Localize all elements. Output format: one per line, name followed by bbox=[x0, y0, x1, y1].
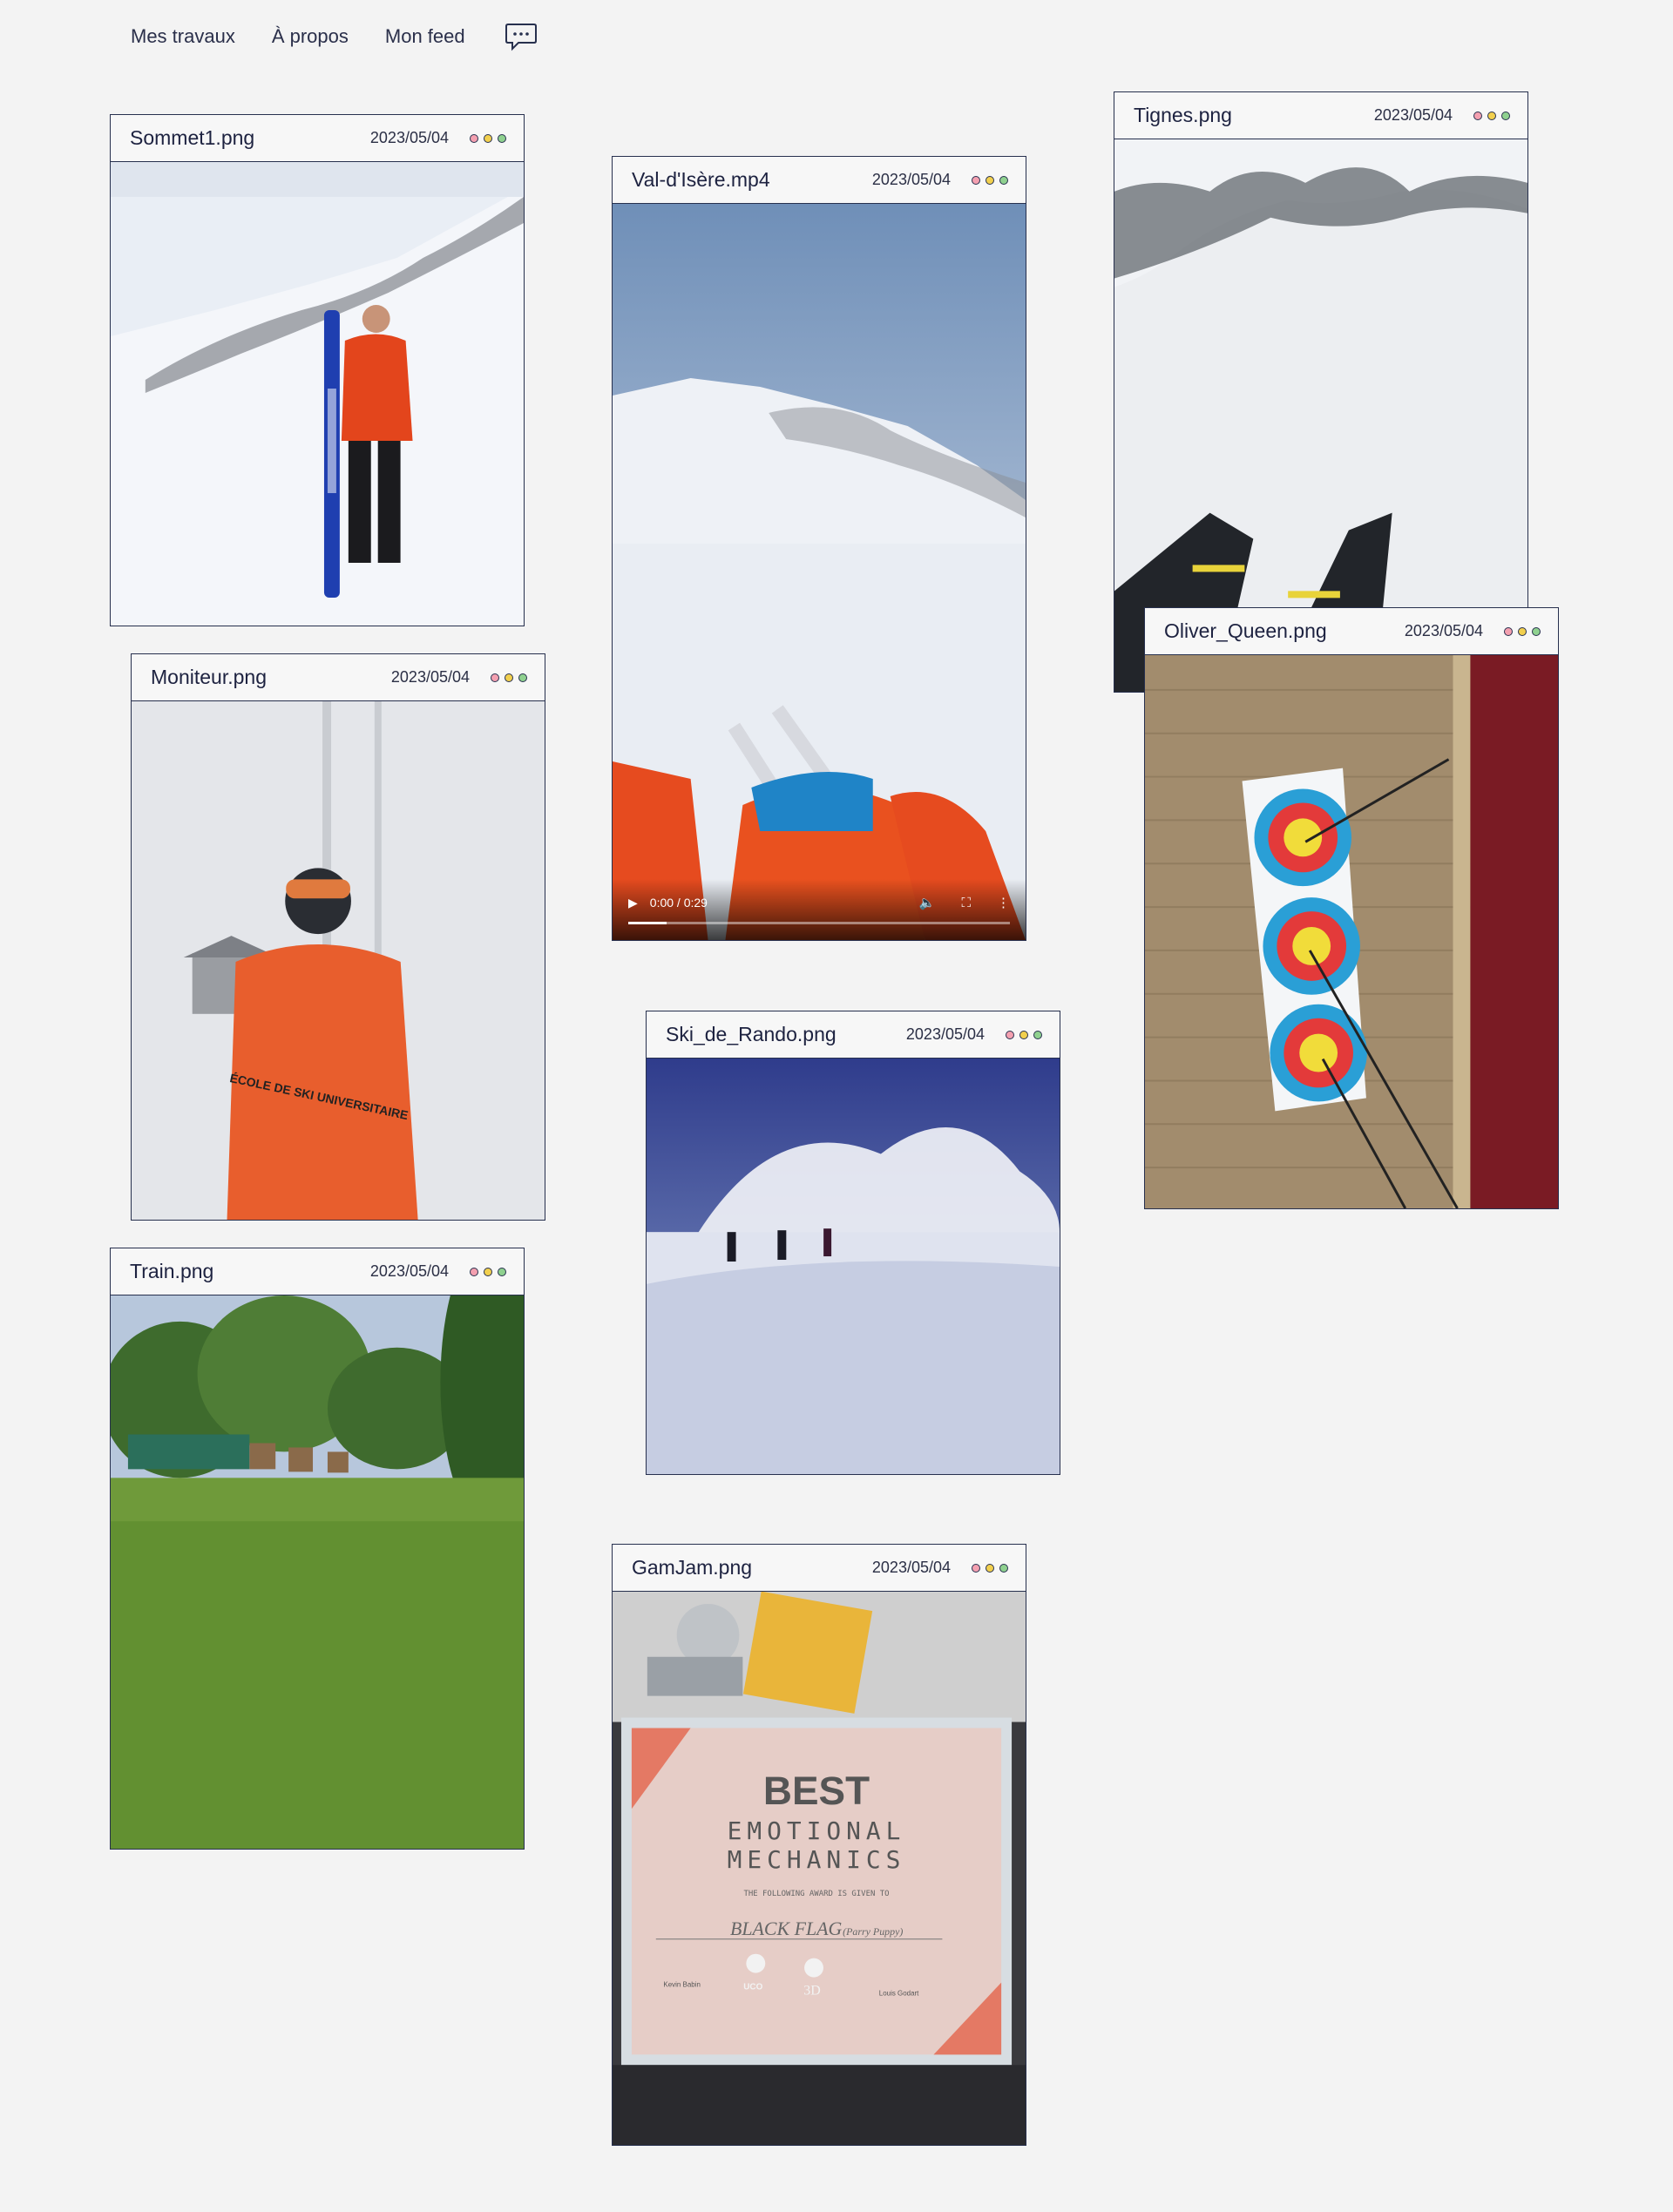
window-filename: Oliver_Queen.png bbox=[1164, 619, 1327, 642]
certificate-line2: MECHANICS bbox=[728, 1845, 906, 1874]
certificate-line1: EMOTIONAL bbox=[728, 1816, 906, 1845]
window-oliver[interactable]: Oliver_Queen.png 2023/05/04 bbox=[1144, 607, 1559, 1209]
window-valdisere[interactable]: Val-d'Isère.mp4 2023/05/04 ▶ 0:00 / 0:29… bbox=[612, 156, 1026, 941]
close-dot[interactable] bbox=[470, 1267, 478, 1276]
window-controls bbox=[972, 1563, 1008, 1573]
photo-oliver bbox=[1145, 655, 1558, 1208]
maximize-dot[interactable] bbox=[999, 175, 1008, 185]
window-sommet[interactable]: Sommet1.png 2023/05/04 bbox=[110, 114, 525, 626]
window-controls bbox=[470, 133, 506, 143]
photo-train bbox=[111, 1295, 524, 1849]
window-titlebar[interactable]: Moniteur.png 2023/05/04 bbox=[132, 654, 545, 701]
maximize-dot[interactable] bbox=[498, 133, 506, 143]
more-options-icon[interactable]: ⋮ bbox=[997, 896, 1010, 910]
volume-icon[interactable]: 🔈 bbox=[918, 896, 936, 910]
maximize-dot[interactable] bbox=[498, 1267, 506, 1276]
maximize-dot[interactable] bbox=[1532, 626, 1541, 636]
chat-bubble-icon[interactable] bbox=[502, 17, 540, 56]
play-icon[interactable]: ▶ bbox=[628, 895, 638, 910]
window-controls bbox=[1504, 626, 1541, 636]
video-controls: ▶ 0:00 / 0:29 🔈 ⛶ ⋮ bbox=[613, 879, 1026, 940]
photo-moniteur: ÉCOLE DE SKI UNIVERSITAIRE bbox=[132, 701, 545, 1220]
maximize-dot[interactable] bbox=[518, 673, 527, 682]
window-date: 2023/05/04 bbox=[369, 129, 449, 146]
window-controls bbox=[470, 1267, 506, 1276]
window-filename: Val-d'Isère.mp4 bbox=[632, 168, 770, 191]
minimize-dot[interactable] bbox=[484, 1267, 492, 1276]
certificate-sign-right: Louis Godart bbox=[879, 1990, 919, 1998]
close-dot[interactable] bbox=[1504, 626, 1513, 636]
window-filename: Tignes.png bbox=[1134, 104, 1232, 126]
close-dot[interactable] bbox=[470, 133, 478, 143]
window-titlebar[interactable]: Ski_de_Rando.png 2023/05/04 bbox=[647, 1011, 1060, 1059]
close-dot[interactable] bbox=[972, 1563, 980, 1573]
window-date: 2023/05/04 bbox=[390, 668, 470, 686]
window-tignes[interactable]: Tignes.png 2023/05/04 bbox=[1114, 91, 1528, 693]
window-filename: Sommet1.png bbox=[130, 126, 255, 149]
window-date: 2023/05/04 bbox=[369, 1262, 449, 1280]
photo-gamjam: BEST EMOTIONAL MECHANICS THE FOLLOWING A… bbox=[613, 1592, 1026, 2145]
video-progress-bar[interactable] bbox=[628, 922, 1010, 924]
close-dot[interactable] bbox=[491, 673, 499, 682]
window-filename: Ski_de_Rando.png bbox=[666, 1023, 836, 1045]
window-date: 2023/05/04 bbox=[871, 1559, 951, 1576]
window-filename: GamJam.png bbox=[632, 1556, 753, 1579]
maximize-dot[interactable] bbox=[1501, 111, 1510, 120]
minimize-dot[interactable] bbox=[1487, 111, 1496, 120]
minimize-dot[interactable] bbox=[1019, 1030, 1028, 1039]
window-date: 2023/05/04 bbox=[1404, 622, 1483, 639]
maximize-dot[interactable] bbox=[999, 1563, 1008, 1573]
nav-mes-travaux[interactable]: Mes travaux bbox=[131, 25, 235, 47]
certificate-winner: BLACK FLAG bbox=[730, 1918, 843, 1939]
window-rando[interactable]: Ski_de_Rando.png 2023/05/04 bbox=[646, 1011, 1060, 1475]
top-nav: Mes travaux À propos Mon feed bbox=[131, 16, 540, 57]
certificate-note: (Parry Puppy) bbox=[843, 1925, 903, 1938]
window-train[interactable]: Train.png 2023/05/04 bbox=[110, 1248, 525, 1850]
photo-rando bbox=[647, 1059, 1060, 1474]
window-moniteur[interactable]: Moniteur.png 2023/05/04 ÉCOLE DE SKI UNI… bbox=[131, 653, 545, 1221]
certificate-logo-3d: 3D bbox=[803, 1984, 820, 1999]
minimize-dot[interactable] bbox=[986, 1563, 994, 1573]
window-titlebar[interactable]: Oliver_Queen.png 2023/05/04 bbox=[1145, 608, 1558, 655]
nav-mon-feed[interactable]: Mon feed bbox=[384, 25, 465, 47]
window-date: 2023/05/04 bbox=[871, 171, 951, 188]
window-titlebar[interactable]: Train.png 2023/05/04 bbox=[111, 1248, 524, 1295]
certificate-given: THE FOLLOWING AWARD IS GIVEN TO bbox=[744, 1890, 890, 1898]
minimize-dot[interactable] bbox=[1518, 626, 1527, 636]
window-date: 2023/05/04 bbox=[905, 1025, 985, 1043]
certificate-title: BEST bbox=[763, 1769, 870, 1813]
window-titlebar[interactable]: GamJam.png 2023/05/04 bbox=[613, 1545, 1026, 1592]
video-valdisere[interactable]: ▶ 0:00 / 0:29 🔈 ⛶ ⋮ bbox=[613, 204, 1026, 940]
window-filename: Moniteur.png bbox=[151, 666, 267, 688]
window-titlebar[interactable]: Val-d'Isère.mp4 2023/05/04 bbox=[613, 157, 1026, 204]
certificate-sign-left: Kevin Babin bbox=[663, 1981, 701, 1989]
close-dot[interactable] bbox=[972, 175, 980, 185]
minimize-dot[interactable] bbox=[505, 673, 513, 682]
certificate-logo-uco: UCO bbox=[743, 1983, 762, 1992]
fullscreen-icon[interactable]: ⛶ bbox=[961, 895, 971, 910]
video-progress-fill bbox=[628, 922, 667, 924]
window-titlebar[interactable]: Tignes.png 2023/05/04 bbox=[1114, 92, 1527, 139]
video-time: 0:00 / 0:29 bbox=[649, 896, 708, 910]
close-dot[interactable] bbox=[1473, 111, 1482, 120]
window-controls bbox=[1473, 111, 1510, 120]
window-filename: Train.png bbox=[130, 1260, 214, 1282]
maximize-dot[interactable] bbox=[1033, 1030, 1042, 1039]
window-controls bbox=[1006, 1030, 1042, 1039]
window-controls bbox=[972, 175, 1008, 185]
minimize-dot[interactable] bbox=[986, 175, 994, 185]
window-date: 2023/05/04 bbox=[1373, 106, 1453, 124]
window-controls bbox=[491, 673, 527, 682]
minimize-dot[interactable] bbox=[484, 133, 492, 143]
nav-a-propos[interactable]: À propos bbox=[271, 25, 349, 47]
photo-sommet bbox=[111, 162, 524, 626]
close-dot[interactable] bbox=[1006, 1030, 1014, 1039]
window-titlebar[interactable]: Sommet1.png 2023/05/04 bbox=[111, 115, 524, 162]
window-gamjam[interactable]: GamJam.png 2023/05/04 BEST EMOTIONAL MEC… bbox=[612, 1544, 1026, 2146]
